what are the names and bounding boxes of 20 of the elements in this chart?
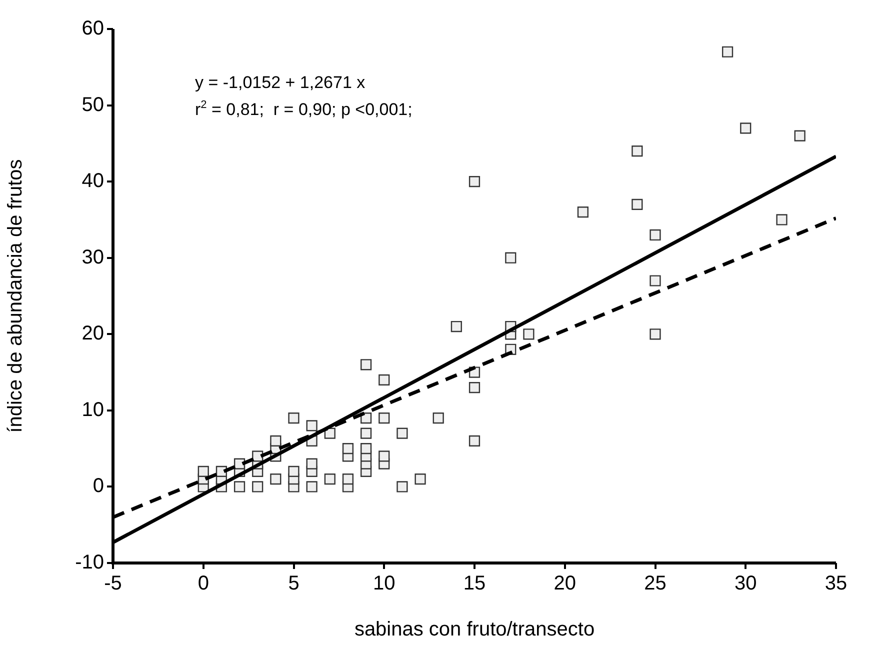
- x-tick-label: -5: [104, 572, 122, 595]
- y-axis-title: índice de abundancia de frutos: [4, 159, 27, 433]
- y-tick-label: 60: [82, 18, 104, 40]
- x-tick-label: 35: [824, 572, 848, 595]
- x-tick-label: 5: [288, 572, 300, 595]
- x-tick-label: 25: [644, 572, 666, 595]
- x-tick-label: 10: [373, 572, 396, 595]
- y-tick-label: 30: [82, 246, 104, 268]
- y-tick-label: 0: [92, 475, 104, 498]
- x-axis-title: sabinas con fruto/transecto: [354, 618, 595, 641]
- y-tick-label: 40: [82, 170, 104, 192]
- x-tick-label: 30: [734, 572, 757, 595]
- y-tick-label: -10: [75, 552, 104, 574]
- y-tick-label: 10: [82, 398, 104, 421]
- x-tick-label: 20: [554, 572, 576, 595]
- y-tick-label: 20: [82, 322, 104, 345]
- x-tick-label: 15: [463, 572, 486, 595]
- y-tick-label: 50: [82, 94, 104, 116]
- x-tick-label: 0: [198, 572, 209, 595]
- annotation: y = -1,0152 + 1,2671 x: [195, 73, 366, 92]
